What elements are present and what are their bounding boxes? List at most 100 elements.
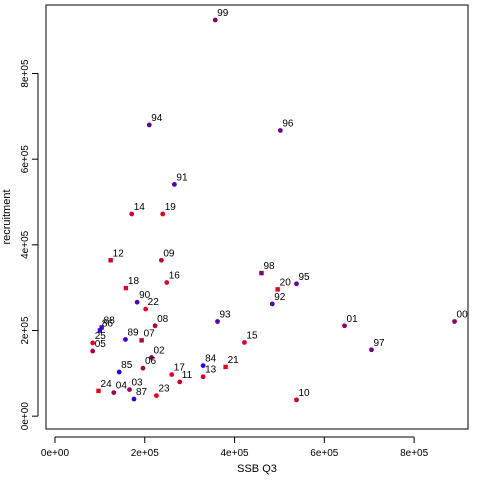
y-tick-label: 0e+00 [20,402,31,431]
x-tick-label: 8e+05 [400,448,429,459]
point-label: 09 [163,248,175,259]
point-label: 18 [128,276,140,287]
point-label: 93 [219,310,231,321]
data-points: 84 85 86 87 88 89 90 91 92 93 94 95 96 97 98 99 00 01 02 03… [90,8,469,403]
data-point [200,363,206,369]
x-axis-title: SSB Q3 [237,463,277,475]
point-label: 98 [263,261,275,272]
plot-frame [45,4,469,430]
point-label: 19 [165,202,177,213]
point-label: 07 [144,328,156,339]
point-label: 91 [176,172,188,183]
point-label: 01 [347,314,359,325]
y-axis-title: recruitment [1,189,13,244]
point-label: 92 [274,292,286,303]
data-point [294,281,299,287]
data-point [123,285,129,291]
data-point [294,397,299,403]
data-point [139,338,144,343]
point-label: 08 [157,314,169,325]
point-label: 24 [101,379,113,390]
point-label: 20 [280,277,292,288]
point-label: 85 [121,360,133,371]
x-tick-label: 6e+05 [310,448,339,459]
data-point [90,340,96,346]
point-label: 16 [169,271,181,282]
data-point [111,390,117,395]
point-label: 89 [127,327,139,338]
y-tick-label: 2e+05 [20,316,31,345]
point-label: 12 [113,248,125,259]
y-axis: 0e+00 2e+05 4e+05 6e+05 8e+05 [20,59,39,431]
data-point [342,323,347,329]
data-point [269,301,275,307]
point-label: 25 [95,331,107,342]
data-point [134,299,140,305]
data-point [129,211,135,217]
data-point [140,365,146,371]
point-label: 86 [102,318,114,329]
data-point [146,122,152,128]
data-point [116,369,122,375]
point-label: 10 [299,388,311,399]
point-label: 04 [116,381,128,392]
point-label: 13 [205,365,217,376]
point-label: 15 [246,330,258,341]
data-point [149,355,154,360]
data-point [242,340,247,345]
point-label: 21 [228,355,240,366]
point-label: 90 [139,290,151,301]
data-point [169,372,175,378]
point-label: 03 [132,378,144,389]
data-point [158,257,164,263]
data-point [96,388,101,394]
data-point [177,379,183,385]
point-label: 00 [457,310,469,321]
data-point [200,374,206,380]
point-label: 14 [134,202,146,213]
data-point [223,364,228,370]
data-point [212,17,218,23]
point-label: 88 [104,315,116,326]
data-point [277,128,283,133]
data-point [160,211,166,217]
point-label: 84 [205,354,217,365]
data-point [99,325,104,330]
data-point [108,258,113,263]
point-label: 96 [282,118,294,129]
data-point [131,396,137,402]
y-tick-label: 6e+05 [20,145,31,174]
x-tick-label: 0e+00 [41,448,70,459]
data-point [452,319,457,324]
x-axis: 0e+00 2e+05 4e+05 6e+05 8e+05 [41,436,429,459]
data-point [164,280,170,285]
data-point [152,323,158,329]
data-point [97,328,103,333]
point-label: 23 [158,384,170,395]
data-point [127,387,132,392]
y-tick-label: 4e+05 [20,230,31,259]
data-point [171,182,177,187]
data-point [215,319,220,324]
point-label: 87 [136,387,148,398]
point-label: 02 [154,345,166,356]
point-label: 97 [373,338,385,349]
point-label: 17 [174,363,186,374]
point-label: 06 [145,356,157,367]
data-point [123,337,128,342]
point-label: 94 [151,113,163,124]
x-tick-label: 4e+05 [221,448,250,459]
point-label: 05 [95,339,107,350]
data-point [154,393,159,398]
data-point [275,287,280,292]
point-label: 99 [217,8,229,19]
point-label: 95 [299,272,311,283]
data-point [259,270,264,276]
y-tick-label: 8e+05 [20,59,31,88]
data-point [90,348,96,354]
point-label: 22 [148,297,160,308]
data-point [143,306,149,312]
x-tick-label: 2e+05 [131,448,160,459]
point-label: 11 [182,370,193,381]
data-point [369,347,374,353]
